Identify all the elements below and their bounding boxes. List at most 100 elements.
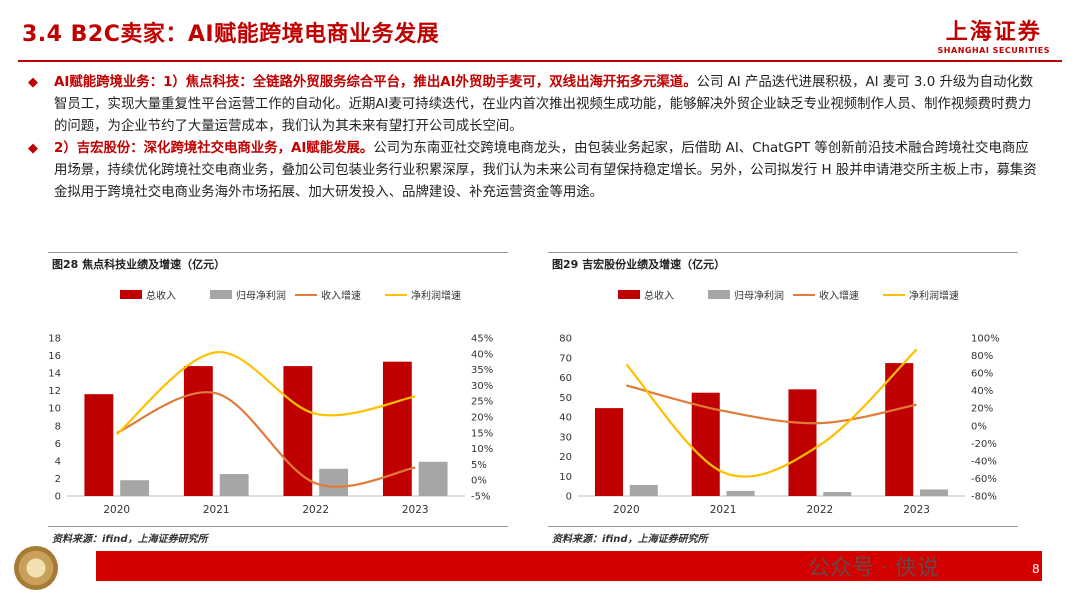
y-left-tick-label: 16 <box>48 351 61 362</box>
paragraph-text: 公司为东南亚社交跨境电商龙头，由包装业务起家，后借助 AI、ChatGPT 等创… <box>54 141 1037 200</box>
line-revenue-growth <box>116 391 416 488</box>
body-text: ◆ AI赋能跨境业务：1）焦点科技：全链路外贸服务综合平台，推出AI外贸助手麦可… <box>28 72 1040 204</box>
x-tick-label: 2021 <box>203 504 230 516</box>
bar-net-profit <box>319 468 349 496</box>
x-tick-label: 2020 <box>103 504 130 516</box>
y-right-tick-label: -40% <box>971 456 997 467</box>
legend-label: 收入增速 <box>321 289 361 302</box>
y-right-tick-label: -60% <box>971 474 997 485</box>
figure-bottom-rule <box>48 526 508 527</box>
figure-source-29: 资料来源：ifind，上海证券研究所 <box>552 534 708 545</box>
legend-label: 总收入 <box>644 289 674 302</box>
legend-swatch <box>120 290 142 299</box>
bar-net-profit <box>219 474 249 496</box>
page-number: 8 <box>1032 562 1040 576</box>
bar-net-profit <box>919 489 949 496</box>
paragraph-text: 公司 AI 产品迭代进展积极，AI 麦可 3.0 升级为自动化数智员工，实现大量… <box>54 75 1034 134</box>
y-left-tick-label: 20 <box>559 452 572 463</box>
y-right-tick-label: 10% <box>471 444 493 455</box>
y-right-tick-label: 100% <box>971 334 1000 345</box>
figure-title-28: 图28 焦点科技业绩及增速（亿元） <box>52 258 226 271</box>
y-left-tick-label: 30 <box>559 432 572 443</box>
y-right-tick-label: 45% <box>471 334 493 345</box>
legend-swatch <box>708 290 730 299</box>
y-left-tick-label: 14 <box>48 369 61 380</box>
y-right-tick-label: 0% <box>471 476 487 487</box>
y-right-tick-label: 25% <box>471 397 493 408</box>
y-right-tick-label: -80% <box>971 492 997 503</box>
y-left-tick-label: 6 <box>55 439 61 450</box>
y-right-tick-label: 40% <box>471 349 493 360</box>
y-left-tick-label: 2 <box>55 474 61 485</box>
line-profit-growth <box>116 351 416 436</box>
bar-net-profit <box>726 490 755 496</box>
y-left-tick-label: 4 <box>55 456 61 467</box>
paragraph-jihong: ◆ 2）吉宏股份：深化跨境社交电商业务，AI赋能发展。公司为东南亚社交跨境电商龙… <box>28 138 1040 204</box>
paragraph-focus-tech: ◆ AI赋能跨境业务：1）焦点科技：全链路外贸服务综合平台，推出AI外贸助手麦可… <box>28 72 1040 138</box>
watermark-text: 公众号 · 侠说 <box>808 556 939 581</box>
bar-revenue <box>183 366 213 496</box>
y-right-tick-label: 30% <box>471 381 493 392</box>
x-tick-label: 2022 <box>807 504 834 516</box>
y-left-tick-label: 80 <box>559 334 572 345</box>
y-right-tick-label: 0% <box>971 421 987 432</box>
y-left-tick-label: 10 <box>48 404 61 415</box>
bar-revenue <box>283 366 313 496</box>
y-left-tick-label: 0 <box>55 492 61 503</box>
y-right-tick-label: 40% <box>971 386 993 397</box>
page-title: 3.4 B2C卖家：AI赋能跨境电商业务发展 <box>22 22 440 47</box>
bar-revenue <box>594 408 624 496</box>
y-left-tick-label: 40 <box>559 413 572 424</box>
y-left-tick-label: 12 <box>48 386 61 397</box>
bar-net-profit <box>418 461 448 496</box>
y-left-tick-label: 10 <box>559 472 572 483</box>
figure-source-28: 资料来源：ifind，上海证券研究所 <box>52 534 208 545</box>
y-left-tick-label: 0 <box>566 492 572 503</box>
title-divider <box>18 60 1062 62</box>
legend-label: 净利润增速 <box>909 289 959 302</box>
figure-bottom-rule <box>548 526 1018 527</box>
bar-revenue <box>885 363 914 496</box>
y-left-tick-label: 60 <box>559 373 572 384</box>
bar-revenue <box>788 389 817 496</box>
line-revenue-growth <box>626 384 917 425</box>
legend-label: 收入增速 <box>819 289 859 302</box>
x-tick-label: 2021 <box>710 504 737 516</box>
diamond-bullet-icon: ◆ <box>28 141 38 156</box>
bar-net-profit <box>823 492 852 496</box>
diamond-bullet-icon: ◆ <box>28 75 38 90</box>
logo-cn: 上海证券 <box>945 20 1042 45</box>
bar-net-profit <box>629 484 658 496</box>
paragraph-highlight: 2）吉宏股份：深化跨境社交电商业务，AI赋能发展。 <box>54 141 374 156</box>
bar-net-profit <box>120 480 150 496</box>
figure-top-rule <box>48 252 508 253</box>
figure-title-29: 图29 吉宏股份业绩及增速（亿元） <box>552 258 726 271</box>
brand-medal-icon <box>14 546 58 590</box>
line-profit-growth <box>625 348 918 478</box>
brand-logo: 上海证券 SHANGHAI SECURITIES <box>938 14 1050 55</box>
y-right-tick-label: 20% <box>971 404 993 415</box>
y-right-tick-label: 80% <box>971 351 993 362</box>
chart-jihong: 总收入 归母净利润 收入增速 净利润增速 0 10 20 30 40 50 60 70 80 -80% -6… <box>559 289 1000 516</box>
y-left-tick-label: 8 <box>55 421 61 432</box>
y-left-tick-label: 50 <box>559 393 572 404</box>
legend-label: 归母净利润 <box>236 289 286 302</box>
y-right-tick-label: 5% <box>471 460 487 471</box>
x-tick-label: 2020 <box>613 504 640 516</box>
paragraph-highlight: AI赋能跨境业务：1）焦点科技：全链路外贸服务综合平台，推出AI外贸助手麦可，双… <box>54 75 697 90</box>
y-right-tick-label: -20% <box>971 439 997 450</box>
y-right-tick-label: 60% <box>971 369 993 380</box>
y-left-tick-label: 70 <box>559 353 572 364</box>
legend-label: 净利润增速 <box>411 289 461 302</box>
legend-label: 归母净利润 <box>734 289 784 302</box>
y-right-tick-label: 20% <box>471 413 493 424</box>
y-right-tick-label: -5% <box>471 492 490 503</box>
y-right-tick-label: 15% <box>471 428 493 439</box>
x-tick-label: 2023 <box>402 504 429 516</box>
figure-top-rule <box>548 252 1018 253</box>
bar-revenue <box>84 394 114 496</box>
legend-swatch <box>210 290 232 299</box>
chart-focus-tech: 总收入 归母净利润 收入增速 净利润增速 0 2 4 6 8 10 12 14 16 18 -5% 0% 5% 1… <box>48 289 493 516</box>
legend-swatch <box>618 290 640 299</box>
y-right-tick-label: 35% <box>471 365 493 376</box>
